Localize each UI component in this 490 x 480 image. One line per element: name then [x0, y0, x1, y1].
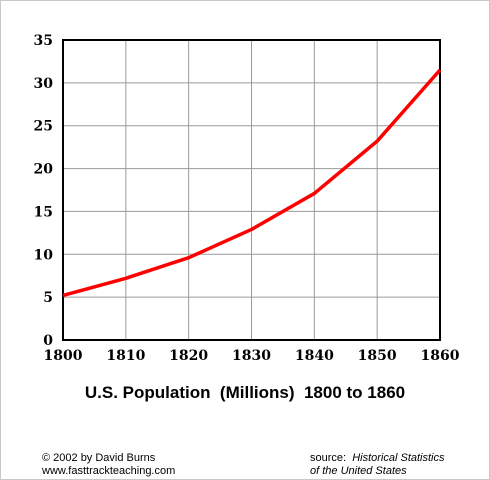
- y-tick-label: 35: [34, 33, 53, 49]
- x-tick-label: 1800: [44, 348, 83, 364]
- x-tick-label: 1830: [232, 348, 271, 364]
- chart-title: U.S. Population (Millions) 1800 to 1860: [84, 383, 406, 402]
- credit-block: © 2002 by David Burns www.fasttrackteach…: [42, 452, 175, 478]
- y-tick-label: 15: [34, 204, 53, 220]
- x-tick-label: 1820: [169, 348, 208, 364]
- x-tick-label: 1810: [106, 348, 145, 364]
- y-tick-label: 5: [43, 290, 53, 306]
- y-tick-label: 0: [43, 333, 53, 349]
- source-prefix: source:: [310, 452, 347, 464]
- y-tick-label: 25: [34, 119, 53, 135]
- source-title-line1: Historical Statistics: [352, 452, 445, 464]
- y-tick-label: 20: [34, 162, 54, 178]
- website-text: www.fasttrackteaching.com: [42, 465, 176, 477]
- plot-border: [62, 39, 441, 341]
- copyright-text: © 2002 by David Burns: [42, 452, 156, 464]
- source-title-line2: of the United States: [310, 465, 407, 477]
- population-series-line: [62, 68, 442, 298]
- x-tick-label: 1860: [421, 348, 460, 364]
- x-tick-label: 1840: [295, 348, 334, 364]
- x-tick-label: 1850: [358, 348, 397, 364]
- source-block: source: Historical Statistics of the Uni…: [310, 452, 445, 478]
- y-tick-label: 10: [34, 247, 54, 263]
- y-tick-label: 30: [34, 76, 54, 92]
